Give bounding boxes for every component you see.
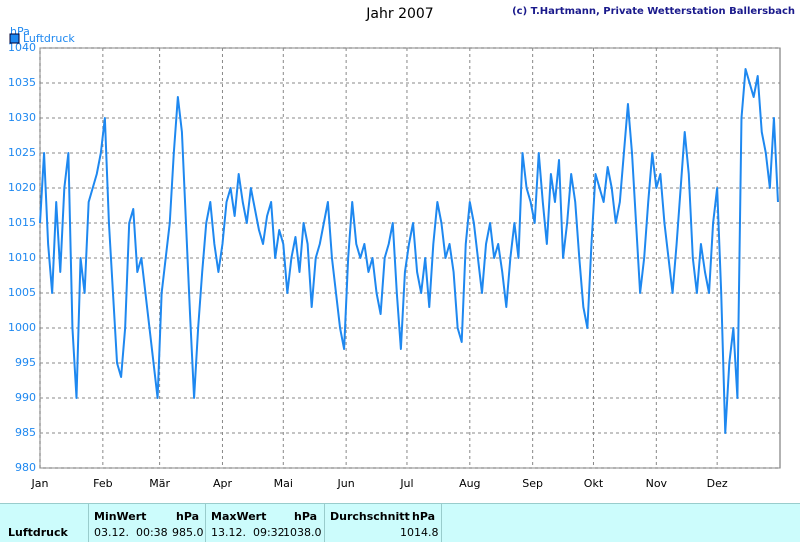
unit: hPa <box>412 510 436 523</box>
x-tick-label: Aug <box>459 477 480 490</box>
x-tick-label: Jan <box>31 477 49 490</box>
legend-label: Luftdruck <box>23 32 75 45</box>
y-tick-label: 1005 <box>8 286 36 299</box>
x-tick-label: Jun <box>337 477 355 490</box>
value: 1014.8 <box>400 526 439 539</box>
unit: hPa <box>176 510 200 523</box>
y-tick-label: 1040 <box>8 41 36 54</box>
header: Durchschnitt <box>330 510 410 523</box>
y-tick-label: 1010 <box>8 251 36 264</box>
time: 03.12. 00:38 <box>94 526 168 539</box>
credit: (c) T.Hartmann, Private Wetterstation Ba… <box>512 6 795 17</box>
line <box>39 68 779 434</box>
x-tick-label: Dez <box>707 477 728 490</box>
row-label: Luftdruck <box>8 526 68 539</box>
unit: hPa <box>294 510 318 523</box>
x-tick-label: Mär <box>149 477 170 490</box>
y-tick-label: 1035 <box>8 76 36 89</box>
x-tick-label: Mai <box>274 477 293 490</box>
time: 13.12. 09:32 <box>211 526 285 539</box>
y-tick-label: 1025 <box>8 146 36 159</box>
separator <box>441 504 442 542</box>
separator <box>205 504 206 542</box>
stats-panel: Luftdruck MinWert hPa 03.12. 00:38 985.0… <box>0 503 800 542</box>
x-tick-label: Jul <box>399 477 413 490</box>
x-tick-label: Feb <box>93 477 112 490</box>
separator <box>88 504 89 542</box>
x-tick-label: Nov <box>646 477 668 490</box>
value: 1038.0 <box>283 526 322 539</box>
legend-swatch <box>9 33 20 44</box>
x-tick-label: Sep <box>522 477 543 490</box>
header: MaxWert <box>211 510 267 523</box>
y-tick-label: 1015 <box>8 216 36 229</box>
y-tick-label: 1020 <box>8 181 36 194</box>
x-tick-label: Apr <box>213 477 233 490</box>
chart-title: Jahr 2007 <box>365 6 433 22</box>
y-tick-label: 1000 <box>8 321 36 334</box>
header: MinWert <box>94 510 147 523</box>
y-tick-label: 990 <box>15 391 36 404</box>
value: 985.0 <box>172 526 204 539</box>
y-tick-label: 1030 <box>8 111 36 124</box>
y-tick-label: 995 <box>15 356 36 369</box>
chart: Jahr 2007 (c) T.Hartmann, Private Wetter… <box>8 6 795 490</box>
y-tick-label: 980 <box>15 461 36 474</box>
separator <box>324 504 325 542</box>
y-tick-label: 985 <box>15 426 36 439</box>
x-tick-label: Okt <box>584 477 604 490</box>
